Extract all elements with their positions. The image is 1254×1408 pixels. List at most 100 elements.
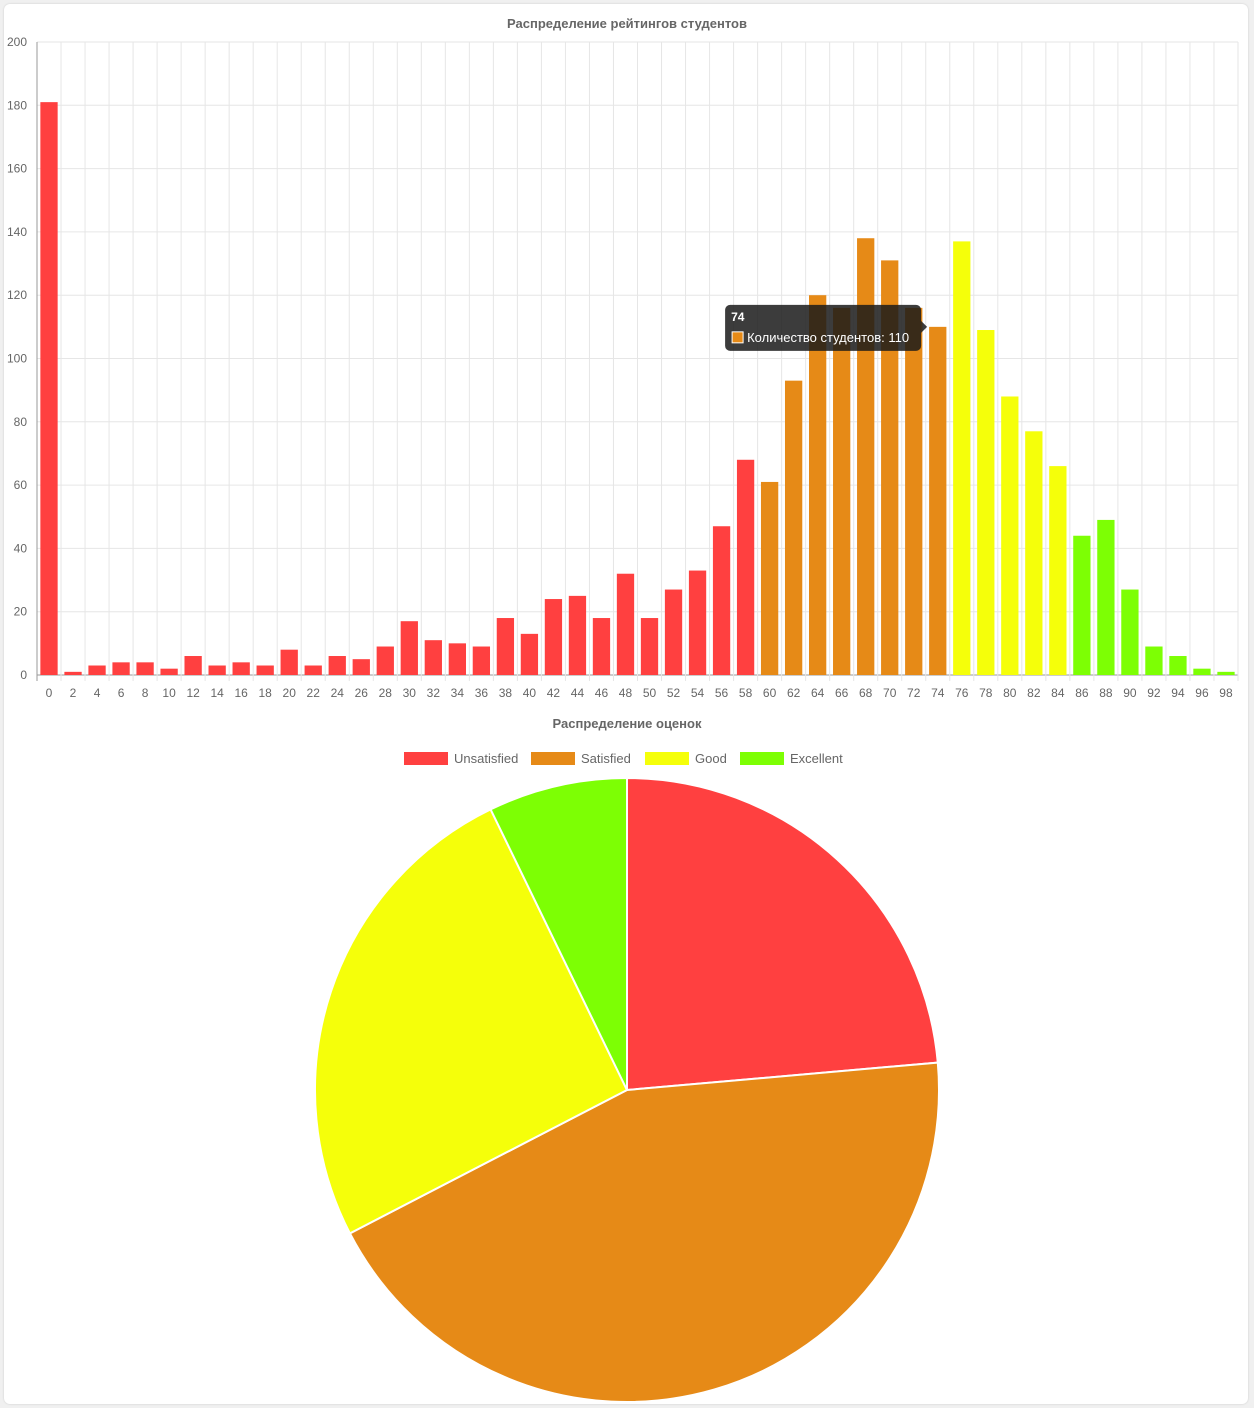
bar-50[interactable] (640, 618, 659, 675)
bar-26[interactable] (352, 659, 370, 675)
x-tick-label: 8 (142, 686, 149, 700)
bar-54[interactable] (688, 570, 707, 675)
tooltip-color-swatch (731, 331, 744, 344)
x-tick-label: 92 (1147, 686, 1161, 700)
bar-30[interactable] (400, 621, 418, 675)
bar-chart-y-axis: 0 20 40 60 80 100 120 140 160 180 200 (7, 35, 27, 682)
bar-88[interactable] (1097, 519, 1115, 675)
x-tick-label: 66 (835, 686, 849, 700)
bar-68[interactable] (857, 238, 875, 676)
x-tick-label: 36 (475, 686, 489, 700)
y-tick-label: 20 (14, 605, 28, 619)
rating-distribution-bar-chart[interactable]: Распределение рейтингов студентов 0 20 40 6… (0, 0, 1254, 710)
bar-22[interactable] (304, 665, 322, 675)
bar-2[interactable] (64, 671, 82, 675)
x-tick-label: 70 (883, 686, 897, 700)
bar-92[interactable] (1145, 646, 1163, 675)
bar-6[interactable] (112, 662, 130, 675)
bar-8[interactable] (136, 662, 154, 675)
x-tick-label: 28 (379, 686, 393, 700)
x-tick-label: 40 (523, 686, 537, 700)
bar-64[interactable] (809, 295, 827, 675)
bar-chart-x-axis: 0 2 4 6 8 10 12 14 16 18 20 22 24 26 28 30 32 34 36 38 40 42 4… (46, 686, 1233, 700)
bar-48[interactable] (616, 573, 635, 675)
bar-78[interactable] (977, 330, 995, 675)
x-tick-label: 56 (715, 686, 729, 700)
x-tick-label: 52 (667, 686, 681, 700)
bar-32[interactable] (424, 640, 442, 675)
bar-46[interactable] (592, 618, 611, 675)
bar-4[interactable] (88, 665, 106, 675)
x-tick-label: 90 (1123, 686, 1137, 700)
bar-chart-grid (36, 41, 1239, 681)
x-tick-label: 84 (1051, 686, 1065, 700)
x-tick-label: 6 (118, 686, 125, 700)
x-tick-label: 50 (643, 686, 657, 700)
bar-60[interactable] (760, 481, 779, 675)
pie-slice-good[interactable] (314, 808, 629, 1235)
bar-74[interactable] (929, 326, 947, 675)
y-tick-label: 80 (14, 415, 28, 429)
x-tick-label: 22 (307, 686, 321, 700)
bar-16[interactable] (232, 662, 250, 675)
y-tick-label: 0 (20, 668, 27, 682)
pie-slice-excellent[interactable] (489, 776, 628, 1091)
x-tick-label: 54 (691, 686, 705, 700)
x-tick-label: 14 (210, 686, 224, 700)
bar-chart-title: Распределение рейтингов студентов (507, 16, 747, 31)
y-tick-label: 120 (7, 288, 27, 302)
x-tick-label: 62 (787, 686, 801, 700)
y-tick-label: 180 (7, 98, 27, 112)
bar-86[interactable] (1073, 535, 1091, 675)
bar-82[interactable] (1025, 431, 1043, 675)
pie-slices (314, 776, 940, 1403)
x-tick-label: 86 (1075, 686, 1089, 700)
bar-40[interactable] (520, 633, 539, 675)
bar-34[interactable] (448, 643, 466, 675)
bar-24[interactable] (328, 656, 346, 675)
bar-56[interactable] (712, 526, 731, 675)
bar-44[interactable] (568, 595, 587, 675)
x-tick-label: 44 (571, 686, 585, 700)
y-tick-label: 140 (7, 225, 27, 239)
bar-42[interactable] (544, 599, 563, 675)
bar-76[interactable] (953, 241, 971, 675)
pie-slice-unsatisfied[interactable] (626, 776, 939, 1092)
bar-20[interactable] (280, 649, 298, 675)
bar-0[interactable] (40, 102, 58, 675)
x-tick-label: 78 (979, 686, 993, 700)
y-tick-label: 200 (7, 35, 27, 49)
bar-96[interactable] (1193, 668, 1211, 675)
bar-12[interactable] (184, 656, 202, 675)
bar-58[interactable] (736, 459, 755, 675)
bar-66[interactable] (833, 307, 851, 675)
bar-36[interactable] (472, 646, 491, 675)
x-tick-label: 10 (162, 686, 176, 700)
bar-98[interactable] (1217, 671, 1235, 675)
bar-18[interactable] (256, 665, 274, 675)
bar-94[interactable] (1169, 656, 1187, 675)
bar-72[interactable] (905, 307, 923, 675)
y-tick-label: 100 (7, 352, 27, 366)
x-tick-label: 80 (1003, 686, 1017, 700)
bar-90[interactable] (1121, 589, 1139, 675)
x-tick-label: 18 (259, 686, 273, 700)
bar-70[interactable] (881, 260, 899, 675)
x-tick-label: 60 (763, 686, 777, 700)
pie-slice-satisfied[interactable] (348, 1061, 940, 1403)
bar-38[interactable] (496, 618, 515, 675)
bar-14[interactable] (208, 665, 226, 675)
bar-10[interactable] (160, 668, 178, 675)
bar-28[interactable] (376, 646, 394, 675)
bar-84[interactable] (1049, 466, 1067, 675)
tooltip-title: 74 (731, 310, 745, 324)
x-tick-label: 94 (1171, 686, 1185, 700)
x-tick-label: 4 (94, 686, 101, 700)
bar-52[interactable] (664, 589, 683, 675)
x-tick-label: 64 (811, 686, 825, 700)
x-tick-label: 74 (931, 686, 945, 700)
bar-62[interactable] (784, 380, 803, 675)
x-tick-label: 24 (331, 686, 345, 700)
bar-80[interactable] (1001, 396, 1019, 675)
x-tick-label: 46 (595, 686, 609, 700)
